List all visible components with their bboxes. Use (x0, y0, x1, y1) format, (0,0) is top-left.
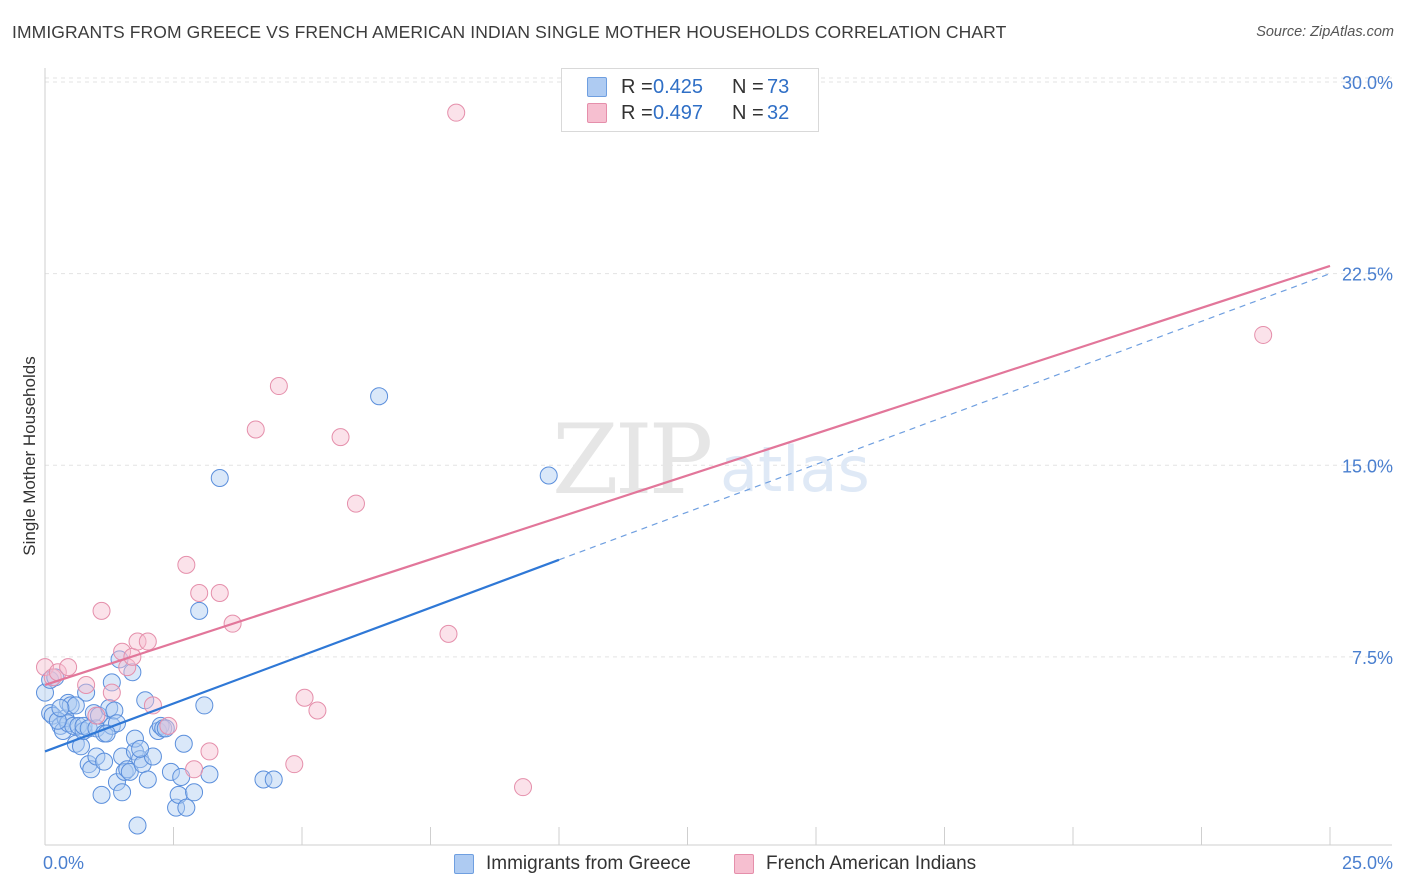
french-american-indian-point (447, 103, 466, 122)
source-label: Source: ZipAtlas.com (1256, 24, 1394, 40)
legend-r-value: 0.425 (653, 75, 704, 98)
greece-point (174, 734, 193, 753)
greece-point (195, 696, 214, 715)
y-tick-label: 15.0% (1342, 456, 1393, 476)
legend-swatch-blue (587, 77, 607, 97)
french-american-indian-point (190, 584, 209, 602)
french-american-indian-point (185, 760, 204, 779)
y-tick-label: 7.5% (1352, 648, 1393, 668)
french-american-indian-point (1254, 325, 1273, 344)
greece-point (123, 663, 142, 682)
french-american-indian-point (200, 742, 219, 761)
x-tick-label: 0.0% (43, 853, 84, 873)
legend-n-value: 73 (767, 75, 790, 98)
french-american-indian-point (295, 688, 314, 707)
greece-point (107, 773, 126, 792)
french-american-indian-point (269, 377, 288, 396)
watermark: ZIP atlas (552, 404, 870, 516)
axes (44, 68, 1392, 846)
bottom-legend-label: French American Indians (766, 853, 977, 874)
greece-trend-line (44, 558, 560, 753)
greece-point (79, 755, 98, 774)
greece-point (59, 714, 78, 733)
greece-point (210, 469, 229, 488)
greece-point (92, 785, 111, 804)
french-american-indian-point (92, 601, 111, 620)
greece-point (177, 798, 196, 817)
greece-point (66, 696, 85, 715)
french-american-indian-point (285, 755, 304, 774)
french-american-indian-point (138, 632, 157, 651)
greece-point (128, 816, 147, 835)
greece-point (185, 783, 204, 802)
greece-point (95, 752, 114, 771)
bottom-legend-swatch-pink (734, 854, 754, 874)
french-american-indian-point (59, 658, 78, 677)
greece-point (61, 696, 80, 715)
grid-lines (45, 77, 1392, 658)
legend-n-label: N = (732, 101, 764, 124)
greece-point (131, 739, 150, 758)
greece-trend-extension (558, 273, 1331, 561)
french-american-indian-point (159, 716, 178, 735)
french-american-indian-point (514, 778, 533, 797)
bottom-legend-swatch-blue (454, 854, 474, 874)
watermark-atlas: atlas (720, 433, 870, 506)
french-american-indian-point (210, 584, 229, 602)
greece-point (200, 765, 219, 784)
french-american-indian-point (439, 624, 458, 643)
legend-n-value: 32 (767, 101, 790, 124)
correlation-legend: R = 0.425 N = 73 R = 0.497 N = 32 (561, 68, 819, 132)
chart-title: IMMIGRANTS FROM GREECE VS FRENCH AMERICA… (12, 22, 1007, 42)
y-tick-label: 30.0% (1342, 73, 1393, 93)
greece-point (156, 719, 175, 738)
bottom-legend-french-american-indian: French American Indians (734, 851, 976, 877)
trend-lines (44, 264, 1331, 753)
watermark-zip: ZIP (552, 404, 711, 516)
french-american-indian-point (308, 701, 327, 720)
french-american-indian-point (128, 632, 147, 651)
french-american-indian-point (246, 420, 265, 439)
greece-point (115, 762, 134, 781)
french-american-indian-point (346, 494, 365, 513)
greece-point (254, 770, 273, 789)
greece-point (138, 770, 157, 789)
series-french-american-indian-points (36, 103, 1273, 797)
french-american-indian-point (102, 683, 121, 702)
greece-point (125, 729, 144, 748)
tick-labels: 7.5% 15.0% 22.5% 30.0% 0.0% 25.0% (43, 73, 1393, 873)
x-tick-label: 25.0% (1342, 853, 1393, 873)
greece-point (69, 716, 88, 735)
greece-point (51, 698, 70, 717)
french-american-indian-point (77, 675, 96, 694)
greece-point (151, 716, 170, 735)
french-american-indian-point (177, 555, 196, 574)
bottom-legend-greece: Immigrants from Greece (454, 851, 691, 877)
greece-point (161, 762, 180, 781)
french-american-indian-point (331, 428, 350, 447)
legend-n-label: N = (732, 75, 764, 98)
greece-point (539, 466, 558, 485)
greece-point (102, 673, 121, 692)
legend-swatch-pink (587, 103, 607, 123)
greece-point (77, 683, 96, 702)
greece-point (370, 387, 389, 406)
y-axis-label: Single Mother Households (20, 356, 39, 555)
legend-r-value: 0.497 (653, 101, 704, 124)
y-tick-label: 22.5% (1342, 265, 1393, 285)
greece-point (264, 770, 283, 789)
legend-r-label: R = (621, 101, 653, 124)
legend-r-label: R = (621, 75, 653, 98)
french-american-indian-point (87, 706, 106, 725)
french-american-indian-trend-line (44, 264, 1331, 687)
greece-point (113, 783, 132, 802)
greece-point (190, 601, 209, 620)
bottom-legend-label: Immigrants from Greece (486, 853, 691, 874)
